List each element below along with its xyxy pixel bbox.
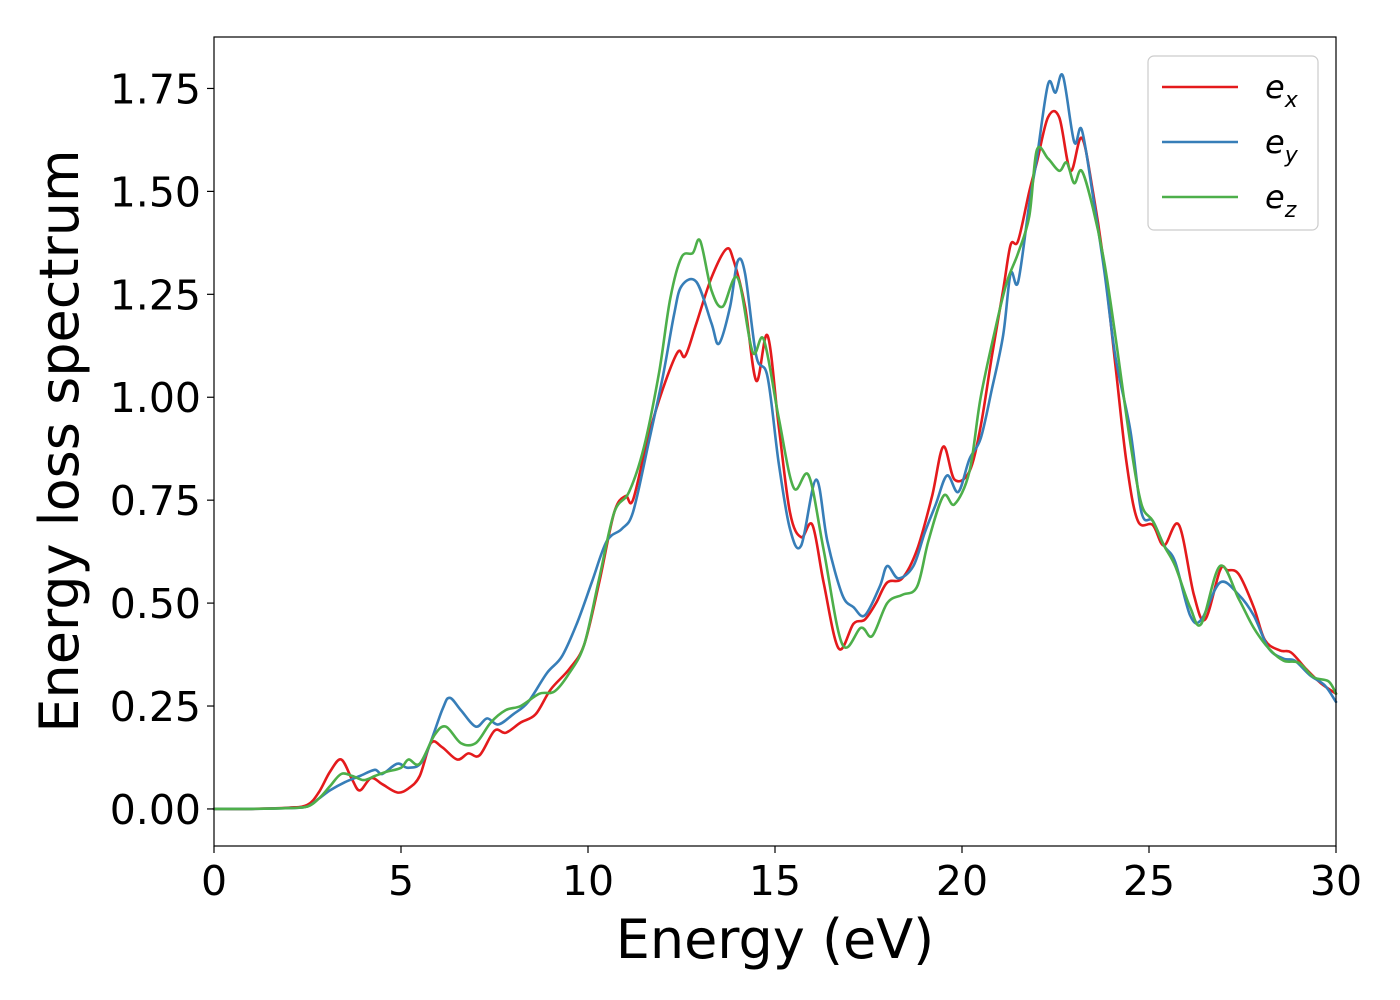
y-tick-label: 1.50 xyxy=(110,168,201,216)
series-line-y xyxy=(212,73,1338,811)
series-line-x xyxy=(212,109,1338,811)
y-tick-label: 0.25 xyxy=(110,683,201,731)
series-layer xyxy=(212,73,1338,811)
x-tick-label: 30 xyxy=(1310,857,1362,905)
x-tick-label: 15 xyxy=(749,857,801,905)
y-tick-label: 1.75 xyxy=(110,65,201,113)
x-tick-label: 5 xyxy=(388,857,414,905)
y-tick-label: 0.75 xyxy=(110,477,201,525)
x-axis-title: Energy (eV) xyxy=(616,908,935,971)
y-axis-title: Energy loss spectrum xyxy=(28,149,91,732)
y-tick-label: 1.00 xyxy=(110,374,201,422)
series-line-z xyxy=(212,145,1338,811)
x-tick-label: 20 xyxy=(936,857,988,905)
x-tick-label: 25 xyxy=(1123,857,1175,905)
x-tick-label: 0 xyxy=(201,857,227,905)
y-tick-label: 0.00 xyxy=(110,786,201,834)
y-tick-label: 0.50 xyxy=(110,580,201,628)
x-axis: 0 5 10 15 20 25 30 xyxy=(201,846,1362,905)
y-axis: 0.00 0.25 0.50 0.75 1.00 1.25 1.50 1.75 xyxy=(110,65,214,834)
y-tick-label: 1.25 xyxy=(110,271,201,319)
x-tick-label: 10 xyxy=(562,857,614,905)
